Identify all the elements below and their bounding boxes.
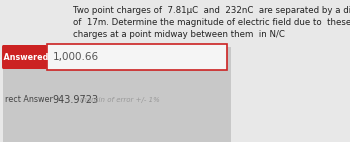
FancyBboxPatch shape <box>2 45 47 69</box>
Text: margin of error +/- 1%: margin of error +/- 1% <box>80 97 160 103</box>
Text: s Answered: s Answered <box>0 53 49 61</box>
Text: rect Answer: rect Answer <box>5 96 52 105</box>
Text: 943.9723: 943.9723 <box>53 95 99 105</box>
FancyBboxPatch shape <box>4 47 231 142</box>
Text: charges at a point midway between them  in N/C: charges at a point midway between them i… <box>74 30 285 39</box>
Text: Two point charges of  7.81μC  and  232nC  are separated by a distance: Two point charges of 7.81μC and 232nC ar… <box>74 6 350 15</box>
Text: of  17m. Determine the magnitude of electric field due to  these two: of 17m. Determine the magnitude of elect… <box>74 18 350 27</box>
FancyBboxPatch shape <box>48 44 227 70</box>
Text: 1,000.66: 1,000.66 <box>53 52 99 62</box>
